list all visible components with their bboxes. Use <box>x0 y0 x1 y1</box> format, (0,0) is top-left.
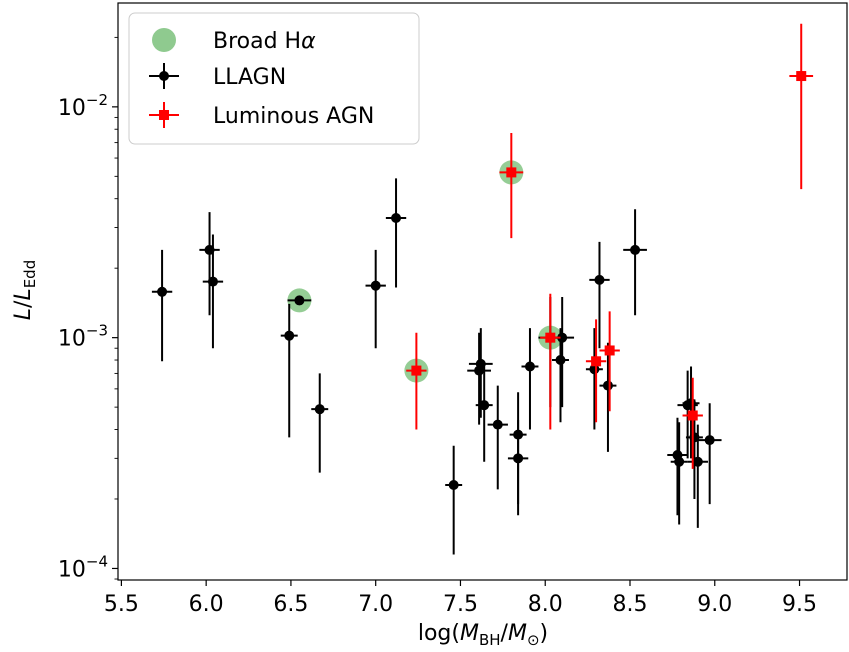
x-tick-label: 7.5 <box>443 592 478 617</box>
x-tick-label: 6.0 <box>189 592 224 617</box>
circle-marker <box>594 274 605 285</box>
circle-marker <box>157 286 168 297</box>
llagn-point <box>599 342 617 452</box>
circle-marker <box>692 456 703 467</box>
legend-label: Luminous AGN <box>213 104 374 129</box>
legend-square-marker <box>159 110 169 120</box>
circle-marker <box>284 330 295 341</box>
luminous-agn-point <box>599 311 620 412</box>
circle-marker <box>630 244 641 255</box>
x-tick-label: 9.0 <box>697 592 732 617</box>
legend-halo-marker <box>152 28 176 52</box>
circle-marker <box>207 276 218 287</box>
legend-circle-marker <box>159 71 169 81</box>
llagn-point <box>287 295 312 306</box>
legend-entry: Luminous AGN <box>149 102 374 129</box>
circle-marker <box>492 419 503 430</box>
legend-box <box>128 12 420 145</box>
square-marker <box>796 71 807 82</box>
llagn-point <box>623 209 647 316</box>
x-tick-label: 5.5 <box>104 592 139 617</box>
x-tick-label: 8.5 <box>612 592 647 617</box>
llagn-point <box>589 241 610 349</box>
llagn-point <box>199 212 220 316</box>
circle-marker <box>314 404 325 415</box>
llagn-point <box>670 422 688 525</box>
luminous-agn-point <box>540 293 561 430</box>
circle-marker <box>370 280 381 291</box>
square-marker <box>411 365 422 376</box>
llagn-point <box>311 373 329 473</box>
circle-marker <box>391 212 402 223</box>
square-marker <box>591 356 602 367</box>
circle-marker <box>448 479 459 490</box>
square-marker <box>604 345 615 356</box>
y-tick-label: 10−3 <box>58 322 108 352</box>
llagn-point <box>507 419 529 516</box>
plot-frame <box>117 2 848 581</box>
legend-label: LLAGN <box>213 65 286 90</box>
x-tick-label: 7.0 <box>358 592 393 617</box>
llagn-point <box>151 249 173 362</box>
circle-marker <box>704 435 715 446</box>
llagn-point <box>445 445 463 555</box>
llagn-point <box>467 332 491 425</box>
circle-marker <box>602 380 613 391</box>
legend-entry: Broad Hα <box>152 28 316 54</box>
x-tick-label: 6.5 <box>273 592 308 617</box>
legend-label: Broad Hα <box>213 29 316 54</box>
luminous-agn-point <box>789 23 814 190</box>
circle-marker <box>474 365 485 376</box>
llagn-point <box>667 417 688 516</box>
legend-entry: LLAGN <box>149 63 286 90</box>
luminous-agn-point <box>682 377 703 469</box>
data-points-layer <box>151 23 814 555</box>
llagn-point <box>521 328 539 430</box>
circle-marker <box>479 400 490 411</box>
y-tick-label: 10−4 <box>58 552 108 582</box>
circle-marker <box>294 295 305 306</box>
x-tick-label: 8.0 <box>528 592 563 617</box>
llagn-point <box>475 366 493 462</box>
llagn-point <box>202 234 224 349</box>
llagn-point <box>550 297 575 408</box>
llagn-point <box>687 424 708 528</box>
llagn-point <box>385 178 407 288</box>
square-marker <box>545 332 556 343</box>
square-marker <box>687 410 698 421</box>
llagn-point <box>280 303 298 438</box>
circle-marker <box>674 456 685 467</box>
luminous-agn-point <box>499 133 524 239</box>
circle-marker <box>524 361 535 372</box>
circle-marker <box>555 355 566 366</box>
llagn-point <box>487 385 508 490</box>
y-axis-label: L/LEdd <box>11 260 39 320</box>
x-tick-label: 9.5 <box>782 592 817 617</box>
legend: Broad Hα LLAGN Luminous AGN <box>128 12 420 145</box>
luminous-agn-point <box>406 332 427 430</box>
y-axis-ticks: 10−4 10−3 10−2 <box>58 36 118 582</box>
circle-marker <box>513 453 524 464</box>
y-tick-label: 10−2 <box>58 91 108 121</box>
llagn-point <box>365 249 386 349</box>
square-marker <box>506 167 517 178</box>
luminous-agn-point <box>585 319 607 423</box>
llagn-point <box>697 403 722 505</box>
x-axis-ticks: 5.5 6.0 6.5 7.0 7.5 8.0 8.5 9.0 9.5 <box>104 580 817 617</box>
circle-marker <box>557 332 568 343</box>
x-axis-label: log(MBH/M⊙) <box>418 621 548 649</box>
